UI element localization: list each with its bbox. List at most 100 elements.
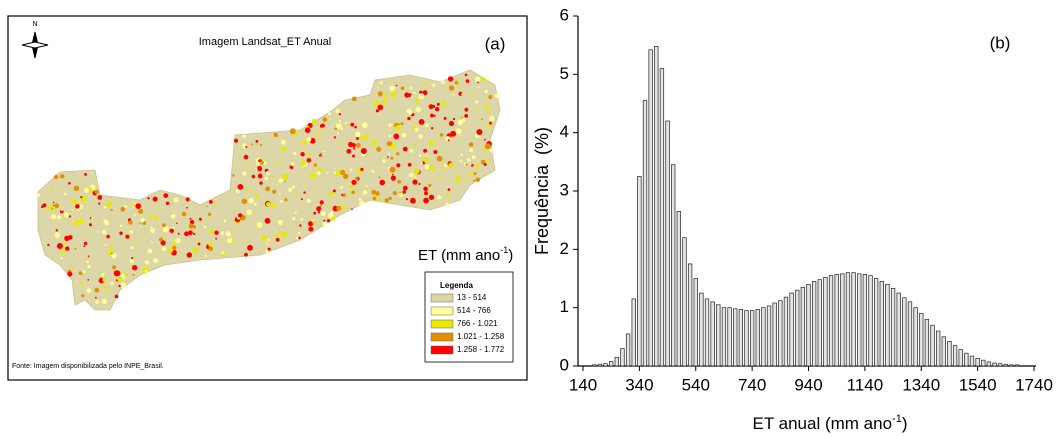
map-patch xyxy=(317,171,321,175)
map-patch xyxy=(36,193,40,197)
map-patch xyxy=(476,177,481,182)
map-patch xyxy=(244,155,249,160)
map-patch xyxy=(429,195,434,200)
histogram: (b) Frequência (%) ET anual (mm ano-1) 0… xyxy=(532,5,1053,433)
map-patch xyxy=(453,118,455,120)
map-patch xyxy=(68,182,71,185)
map-patch xyxy=(299,224,301,226)
map-patch xyxy=(396,85,398,87)
map-patch xyxy=(196,241,198,243)
y-tick-label: 4 xyxy=(560,122,569,141)
map-patch xyxy=(57,243,63,249)
map-patch xyxy=(74,186,79,191)
legend-swatch xyxy=(431,333,453,341)
map-patch xyxy=(385,198,389,202)
map-patch xyxy=(391,92,396,97)
bar xyxy=(598,364,602,366)
et-label-end: ) xyxy=(508,247,513,264)
map-patch xyxy=(448,163,453,168)
map-patch xyxy=(252,175,256,179)
map-patch xyxy=(97,184,99,186)
map-patch xyxy=(233,239,236,242)
map-patch xyxy=(60,174,64,178)
map-patch xyxy=(79,271,83,275)
bar xyxy=(592,365,596,366)
map-patch xyxy=(425,165,430,170)
bar xyxy=(745,311,749,366)
bar xyxy=(993,363,997,366)
map-patch xyxy=(450,131,456,137)
map-patch xyxy=(242,172,246,176)
map-patch xyxy=(145,270,148,273)
map-patch xyxy=(481,77,485,81)
map-patch xyxy=(193,225,196,228)
map-patch xyxy=(351,208,353,210)
map-patch xyxy=(87,279,89,281)
bar xyxy=(863,274,867,366)
map-patch xyxy=(389,167,395,173)
map-patch xyxy=(465,74,468,77)
map-patch xyxy=(132,274,134,276)
map-patch xyxy=(350,169,353,172)
map-patch xyxy=(399,193,403,197)
map-patch xyxy=(397,180,401,184)
map-patch xyxy=(476,164,479,167)
map-patch xyxy=(444,164,447,167)
bar xyxy=(897,293,901,366)
map-patch xyxy=(484,105,488,109)
map-patch xyxy=(245,146,247,148)
map-patch xyxy=(114,270,120,276)
bar xyxy=(841,274,845,366)
bar xyxy=(773,303,777,366)
map-patch xyxy=(349,184,353,188)
map-patch xyxy=(190,218,192,220)
map-patch xyxy=(495,93,500,98)
map-patch xyxy=(83,270,86,273)
bar xyxy=(931,325,935,366)
map-patch xyxy=(319,156,321,158)
map-patch xyxy=(275,234,279,238)
map-patch xyxy=(107,291,109,293)
map-patch xyxy=(198,243,201,246)
map-patch xyxy=(248,188,251,191)
map-patch xyxy=(414,92,416,94)
map-patch xyxy=(469,142,474,147)
map-patch xyxy=(274,133,278,137)
map-patch xyxy=(437,195,441,199)
map-patch xyxy=(256,225,258,227)
map-patch xyxy=(366,187,368,189)
map-patch xyxy=(363,190,367,194)
map-patch xyxy=(213,201,216,204)
map-patch xyxy=(221,251,224,254)
map-patch xyxy=(296,237,298,239)
bar xyxy=(677,211,681,366)
map-patch xyxy=(379,176,381,178)
y-tick-label: 2 xyxy=(560,239,569,258)
map-patch xyxy=(208,242,213,247)
map-patch xyxy=(72,209,74,211)
x-axis-label: ET anual (mm ano-1) xyxy=(753,413,908,434)
map-patch xyxy=(488,110,490,112)
map-patch xyxy=(130,230,134,234)
bar xyxy=(671,165,675,366)
map-patch xyxy=(485,90,488,93)
map-patch xyxy=(69,215,71,217)
map-patch xyxy=(313,221,317,225)
map-patch xyxy=(188,230,193,235)
map-patch xyxy=(376,109,379,112)
map-patch xyxy=(95,300,99,304)
map-patch xyxy=(360,137,363,140)
map-patch xyxy=(407,117,410,120)
map-patch xyxy=(359,201,364,206)
map-title: Imagem Landsat_ET Anual xyxy=(199,36,332,48)
map-patch xyxy=(360,168,363,171)
map-patch xyxy=(308,227,313,232)
map-patch xyxy=(305,127,311,133)
map-patch xyxy=(425,123,429,127)
map-patch xyxy=(383,98,388,103)
map-patch xyxy=(412,145,415,148)
map-patch xyxy=(412,180,417,185)
map-patch xyxy=(130,259,134,263)
bar xyxy=(970,356,974,366)
map-patch xyxy=(254,203,257,206)
